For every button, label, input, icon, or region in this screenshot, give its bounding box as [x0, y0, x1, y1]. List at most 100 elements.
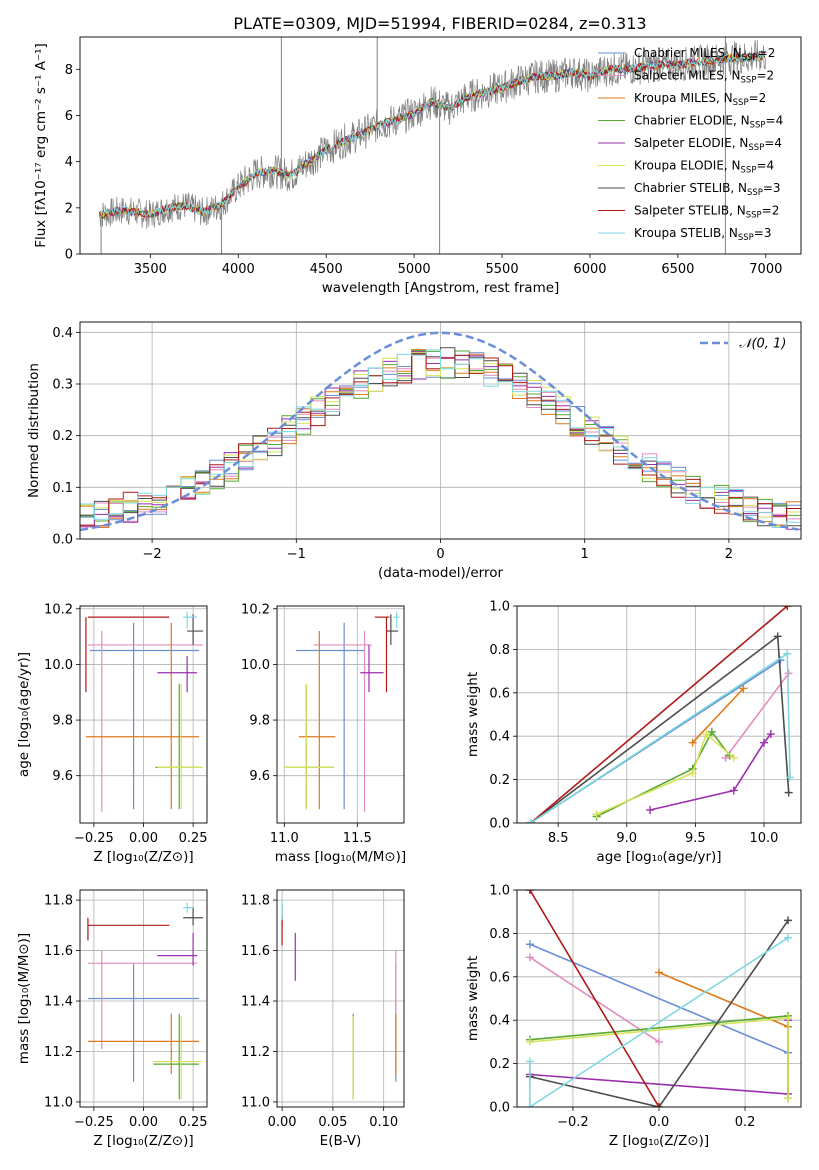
legend-entry-label: Kroupa STELIB, NSSP=3	[634, 226, 772, 243]
normal-curve	[80, 331, 799, 532]
weight-marker	[783, 649, 792, 658]
errorbar-point	[89, 622, 200, 810]
x-tick-label: 0.2	[735, 1115, 756, 1130]
errorbar-point	[374, 616, 390, 693]
x-tick-label: 0.00	[129, 831, 158, 846]
legend-nssp: =4	[766, 114, 784, 128]
weight-marker	[525, 890, 534, 894]
x-axis-label: Z [log₁₀(Z/Z⊙)]	[93, 1133, 193, 1149]
x-tick-label: 0.00	[129, 1115, 158, 1130]
legend-entry-label: 𝒩(0, 1)	[739, 337, 786, 352]
weight_vs_age-plot	[526, 606, 795, 823]
weight_vs_age-axes: 8.5 9.0 9.5 10.0 0.0 0.2 0.4 0.6 0.8 1.0 age [log₁…	[465, 600, 801, 865]
legend-entry-label: Kroupa MILES, NSSP=2	[634, 91, 766, 108]
model-spectrum-line	[98, 52, 765, 218]
y-tick-label: 11.8	[44, 894, 73, 909]
legend-subscript: SSP	[738, 233, 754, 243]
y-tick-label: 9.8	[52, 714, 73, 729]
errorbar-point	[85, 622, 200, 810]
weight-line	[529, 919, 789, 1107]
legend-entry-label: Salpeter STELIB, NSSP=2	[634, 204, 779, 221]
weight-series	[592, 730, 738, 819]
weight-series	[526, 606, 792, 823]
weight-marker	[721, 753, 730, 762]
legend-nssp: =2	[749, 91, 767, 105]
errorbar-point	[87, 950, 198, 1049]
weight-marker	[729, 753, 738, 762]
weight-marker	[766, 730, 775, 739]
y-axis-label: mass weight	[465, 956, 481, 1041]
weight-marker	[759, 738, 768, 747]
y-tick-label: 11.4	[44, 995, 73, 1010]
errorbar-point	[313, 631, 372, 812]
errorbar-point	[157, 683, 204, 810]
age_vs_mass-frame	[276, 605, 405, 824]
errorbar-point	[87, 963, 200, 1082]
y-tick-label: 0.3	[52, 378, 73, 393]
y-axis-label: age [log₁₀(age/yr)]	[16, 652, 32, 777]
x-tick-label: 4000	[222, 262, 255, 277]
weight-marker	[525, 953, 534, 962]
y-tick-label: 11.6	[44, 944, 73, 959]
x-axis-label: Z [log₁₀(Z/Z⊙)]	[93, 849, 193, 865]
y-tick-label: 11.2	[44, 1045, 73, 1060]
errorbar-point	[87, 631, 204, 812]
errorbar-point	[187, 614, 204, 645]
weight-marker	[784, 916, 793, 925]
x-tick-label: 0.10	[369, 1115, 398, 1130]
weight-marker	[702, 730, 711, 739]
spectrum-frame	[79, 36, 802, 255]
weight-series	[525, 890, 663, 1107]
y-tick-label: 4	[65, 155, 73, 170]
errorbar-point	[386, 614, 399, 645]
legend-nssp: =4	[756, 159, 774, 173]
legend-entry-label: Salpeter MILES, NSSP=2	[634, 69, 774, 86]
y-tick-label: 10.0	[44, 658, 73, 673]
errorbar-point	[360, 644, 384, 693]
residuals-plot	[80, 331, 801, 532]
x-tick-label: 11.0	[270, 831, 299, 846]
legend-name: Chabrier ELODIE, N	[634, 114, 750, 128]
mass_vs_ebv-frame	[276, 889, 405, 1108]
x-axis-label: age [log₁₀(age/yr)]	[596, 849, 721, 865]
x-axis-label: (data-model)/error	[378, 565, 504, 581]
weight-series	[688, 684, 748, 747]
legend-subscript: SSP	[733, 98, 749, 108]
legend-entry-label: Salpeter ELODIE, NSSP=4	[634, 136, 782, 153]
y-axis-label: Flux [fλ10⁻¹⁷ erg cm⁻² s⁻¹ A⁻¹]	[33, 43, 49, 248]
y-tick-label: 6	[65, 109, 73, 124]
x-tick-label: −0.25	[74, 831, 114, 846]
legend-name: Salpeter MILES, N	[634, 69, 741, 83]
errorbar-point	[153, 1013, 200, 1100]
x-tick-label: −1	[287, 547, 306, 562]
errorbar-point	[153, 1016, 202, 1100]
weight-series	[526, 649, 795, 823]
x-axis-label: wavelength [Angstrom, rest frame]	[322, 280, 560, 296]
model-spectrum-line	[98, 50, 766, 219]
x-tick-label: 0.25	[179, 831, 208, 846]
legend-entry-label: Chabrier STELIB, NSSP=3	[634, 181, 781, 198]
legend-nssp: =4	[764, 136, 782, 150]
weight-line	[724, 672, 790, 759]
x-tick-label: 0.05	[318, 1115, 347, 1130]
legend-name: Kroupa ELODIE, N	[634, 159, 741, 173]
weight-marker	[525, 1037, 534, 1046]
x-tick-label: 2	[725, 547, 733, 562]
y-tick-label: 0.6	[489, 970, 510, 985]
weight_vs_age-frame	[516, 605, 802, 824]
weight-marker	[729, 786, 738, 795]
weight-series	[526, 632, 793, 823]
weight-marker	[655, 968, 663, 977]
weight-line	[596, 730, 731, 818]
y-axis-label: mass weight	[465, 672, 481, 757]
weight_vs_Z-axes: −0.2 0.0 0.2 0.0 0.2 0.4 0.6 0.8 1.0 Z [log₁₀(Z/Z…	[465, 884, 801, 1149]
y-tick-label: 0.2	[52, 429, 73, 444]
weight-marker	[526, 819, 535, 823]
legend-subscript: SSP	[741, 76, 757, 86]
weight-line	[596, 732, 735, 816]
legend-entry-label: Kroupa ELODIE, NSSP=4	[634, 159, 774, 176]
x-tick-label: 1	[581, 547, 589, 562]
weight-line	[649, 733, 772, 811]
spectrum-axes: 3500 4000 4500 5000 5500 6000 6500 7000 0 2 4 6 8 wav…	[33, 43, 782, 296]
